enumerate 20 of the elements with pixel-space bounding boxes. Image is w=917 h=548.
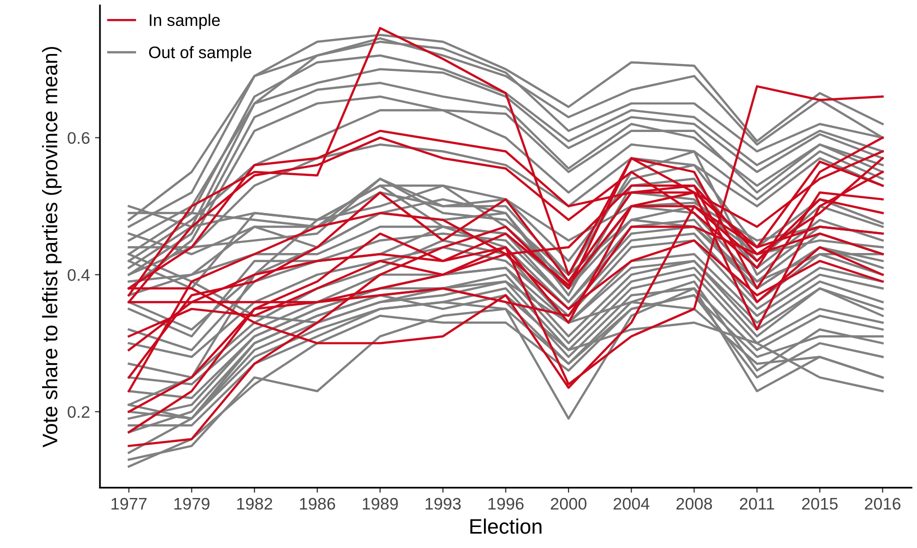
x-tick-label: 2004	[614, 498, 650, 510]
x-tick-label: 1982	[237, 498, 272, 510]
x-tick-label: 2011	[740, 498, 774, 510]
x-tick-label: 1979	[174, 498, 210, 510]
y-tick-label: 0.2	[68, 406, 90, 418]
x-tick-label: 1996	[488, 498, 524, 510]
legend-label: In sample	[150, 14, 220, 30]
x-tick-label: 1989	[362, 498, 398, 510]
x-tick-label: 1986	[300, 498, 336, 510]
x-tick-label: 2000	[550, 498, 586, 510]
x-tick-label: 1993	[426, 498, 461, 510]
x-axis-title: Election	[470, 518, 542, 534]
x-tick-label: 1977	[112, 498, 147, 510]
legend-label: Out of sample	[149, 46, 252, 62]
y-tick-label: 0.6	[68, 132, 90, 144]
x-tick-label: 2016	[864, 498, 900, 510]
x-tick-label: 2008	[676, 498, 712, 510]
y-axis-title: Vote share to leftist parties (province mean)	[42, 46, 62, 448]
x-tick-label: 2015	[802, 498, 838, 510]
y-tick-label: 0.4	[68, 269, 90, 281]
